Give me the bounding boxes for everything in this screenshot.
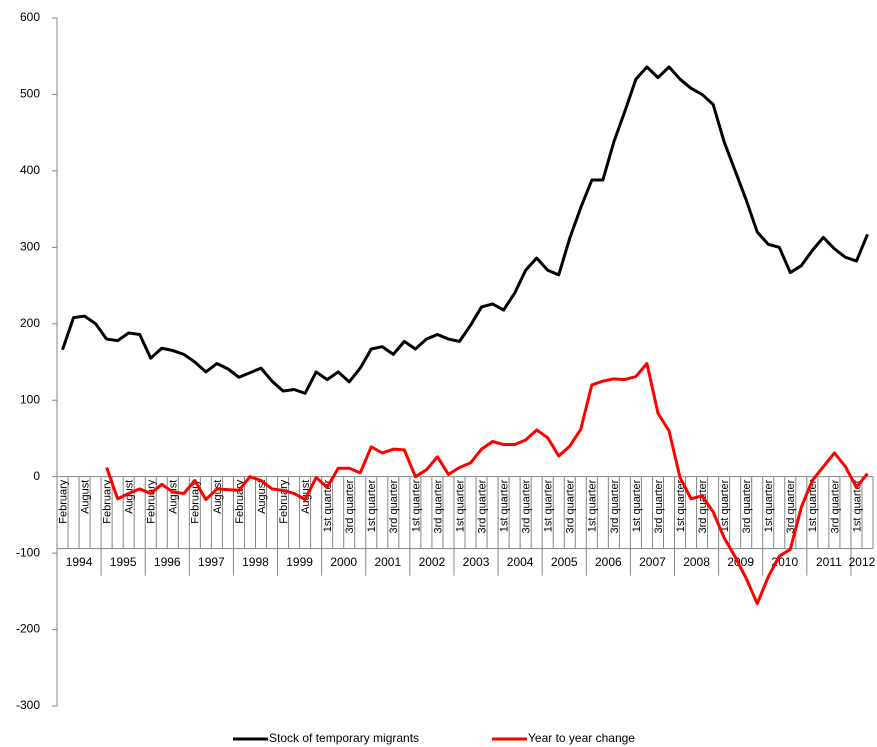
- x-tick-label: February: [190, 479, 202, 524]
- x-tick-label: 1st quarter: [719, 479, 731, 532]
- y-tick-label: 300: [20, 240, 40, 254]
- x-tick-label: 1st quarter: [587, 479, 599, 532]
- x-group-label: 2011: [816, 555, 842, 569]
- x-tick-label: 1st quarter: [631, 479, 643, 532]
- x-group-label: 1999: [286, 555, 313, 569]
- x-group-label: 1998: [242, 555, 269, 569]
- x-tick-label: 3rd quarter: [521, 479, 533, 533]
- x-group-label: 2005: [551, 555, 578, 569]
- x-group-label: 2001: [374, 555, 401, 569]
- x-tick-label: 3rd quarter: [785, 479, 797, 533]
- y-tick-label: 200: [20, 316, 40, 330]
- x-group-label: 2004: [507, 555, 534, 569]
- y-tick-label: 0: [33, 469, 40, 483]
- x-group-label: 2006: [595, 555, 622, 569]
- x-tick-label: February: [57, 479, 69, 524]
- x-tick-label: 1st quarter: [543, 479, 555, 532]
- x-group-label: 2008: [683, 555, 710, 569]
- x-tick-label: 1st quarter: [851, 479, 863, 532]
- x-tick-label: August: [168, 480, 180, 514]
- y-tick-label: 600: [20, 10, 40, 24]
- x-tick-label: August: [79, 480, 91, 514]
- x-tick-label: August: [124, 480, 136, 514]
- y-tick-label: 400: [20, 163, 40, 177]
- y-tick-label: -200: [16, 622, 40, 636]
- y-tick-label: 500: [20, 87, 40, 101]
- x-group-label: 1997: [198, 555, 225, 569]
- x-group-label: 2012: [849, 555, 876, 569]
- x-tick-label: February: [146, 479, 158, 524]
- x-tick-label: 1st quarter: [454, 479, 466, 532]
- x-tick-label: 1st quarter: [410, 479, 422, 532]
- x-group-label: 2003: [463, 555, 490, 569]
- x-tick-label: 3rd quarter: [741, 479, 753, 533]
- y-tick-label: -100: [16, 545, 40, 559]
- x-tick-label: 1st quarter: [499, 479, 511, 532]
- legend-label: Year to year change: [528, 731, 635, 745]
- x-tick-label: 3rd quarter: [565, 479, 577, 533]
- x-tick-label: 3rd quarter: [388, 479, 400, 533]
- x-tick-label: February: [102, 479, 114, 524]
- y-tick-label: 100: [20, 392, 40, 406]
- x-group-label: 2002: [419, 555, 446, 569]
- x-tick-label: 3rd quarter: [432, 479, 444, 533]
- y-tick-label: -300: [16, 698, 40, 712]
- x-group-label: 1996: [154, 555, 181, 569]
- x-tick-label: 3rd quarter: [653, 479, 665, 533]
- x-tick-label: 1st quarter: [763, 479, 775, 532]
- x-group-label: 2000: [330, 555, 357, 569]
- x-tick-label: 3rd quarter: [476, 479, 488, 533]
- series-line: [105, 362, 869, 606]
- x-tick-label: 1st quarter: [322, 479, 334, 532]
- x-tick-label: August: [256, 480, 268, 514]
- x-tick-label: August: [212, 480, 224, 514]
- x-tick-label: 3rd quarter: [609, 479, 621, 533]
- x-tick-label: February: [278, 479, 290, 524]
- x-group-label: 1995: [110, 555, 137, 569]
- x-tick-label: 3rd quarter: [697, 479, 709, 533]
- x-tick-label: 1st quarter: [675, 479, 687, 532]
- series-line: [61, 65, 869, 395]
- x-tick-label: 3rd quarter: [344, 479, 356, 533]
- x-tick-label: 3rd quarter: [829, 479, 841, 533]
- legend-label: Stock of temporary migrants: [269, 731, 419, 745]
- x-group-label: 1994: [66, 555, 93, 569]
- x-group-label: 2009: [727, 555, 754, 569]
- x-tick-label: 1st quarter: [366, 479, 378, 532]
- x-tick-label: 1st quarter: [807, 479, 819, 532]
- x-group-label: 2007: [639, 555, 666, 569]
